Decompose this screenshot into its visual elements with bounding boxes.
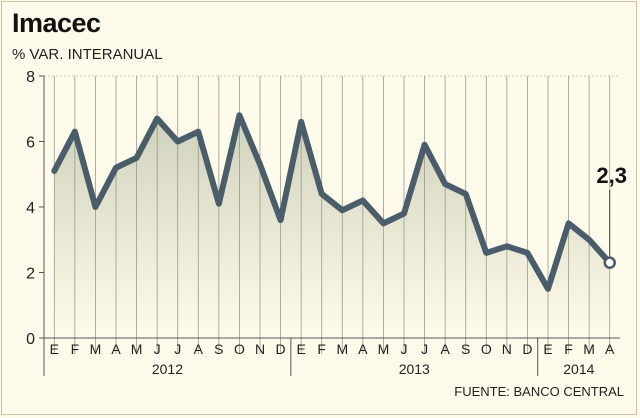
x-tick-label: M: [131, 341, 143, 357]
series-line: [51, 112, 613, 292]
x-tick-label: A: [194, 341, 204, 357]
x-tick-label: O: [234, 341, 245, 357]
x-tick-label: O: [481, 341, 492, 357]
end-point-marker: [603, 256, 616, 269]
year-label: 2013: [399, 361, 430, 377]
x-tick-label: N: [502, 341, 512, 357]
x-tick-label: F: [71, 341, 80, 357]
y-tick-label: 2: [26, 266, 35, 283]
x-tick-label: M: [378, 341, 390, 357]
x-tick-label: S: [214, 341, 223, 357]
year-label: 2012: [152, 361, 183, 377]
x-tick-label: S: [461, 341, 470, 357]
x-tick-label: A: [358, 341, 368, 357]
x-tick-label: M: [336, 341, 348, 357]
x-tick-label: E: [296, 341, 305, 357]
x-tick-label: D: [522, 341, 532, 357]
x-tick-label: J: [174, 341, 181, 357]
y-tick-label: 6: [26, 135, 35, 152]
x-tick-label: A: [440, 341, 450, 357]
area-fill: [54, 115, 610, 338]
source-note: FUENTE: BANCO CENTRAL: [454, 384, 624, 399]
annotation-value: 2,3: [596, 163, 627, 188]
x-tick-label: E: [543, 341, 552, 357]
x-tick-label: A: [605, 341, 615, 357]
chart-subtitle: % VAR. INTERANUAL: [12, 46, 163, 63]
x-tick-label: F: [564, 341, 573, 357]
x-tick-label: E: [50, 341, 59, 357]
x-tick-label: J: [401, 341, 408, 357]
x-tick-label: J: [421, 341, 428, 357]
x-tick-label: A: [111, 341, 121, 357]
y-tick-label: 4: [26, 200, 35, 217]
x-tick-label: F: [317, 341, 326, 357]
y-tick-label: 8: [26, 69, 35, 86]
x-tick-label: M: [583, 341, 595, 357]
x-tick-label: N: [255, 341, 265, 357]
chart-title: Imacec: [12, 8, 101, 38]
x-tick-label: J: [154, 341, 161, 357]
x-tick-label: M: [90, 341, 102, 357]
x-tick-label: D: [276, 341, 286, 357]
y-tick-label: 0: [26, 331, 35, 348]
year-label: 2014: [563, 361, 594, 377]
